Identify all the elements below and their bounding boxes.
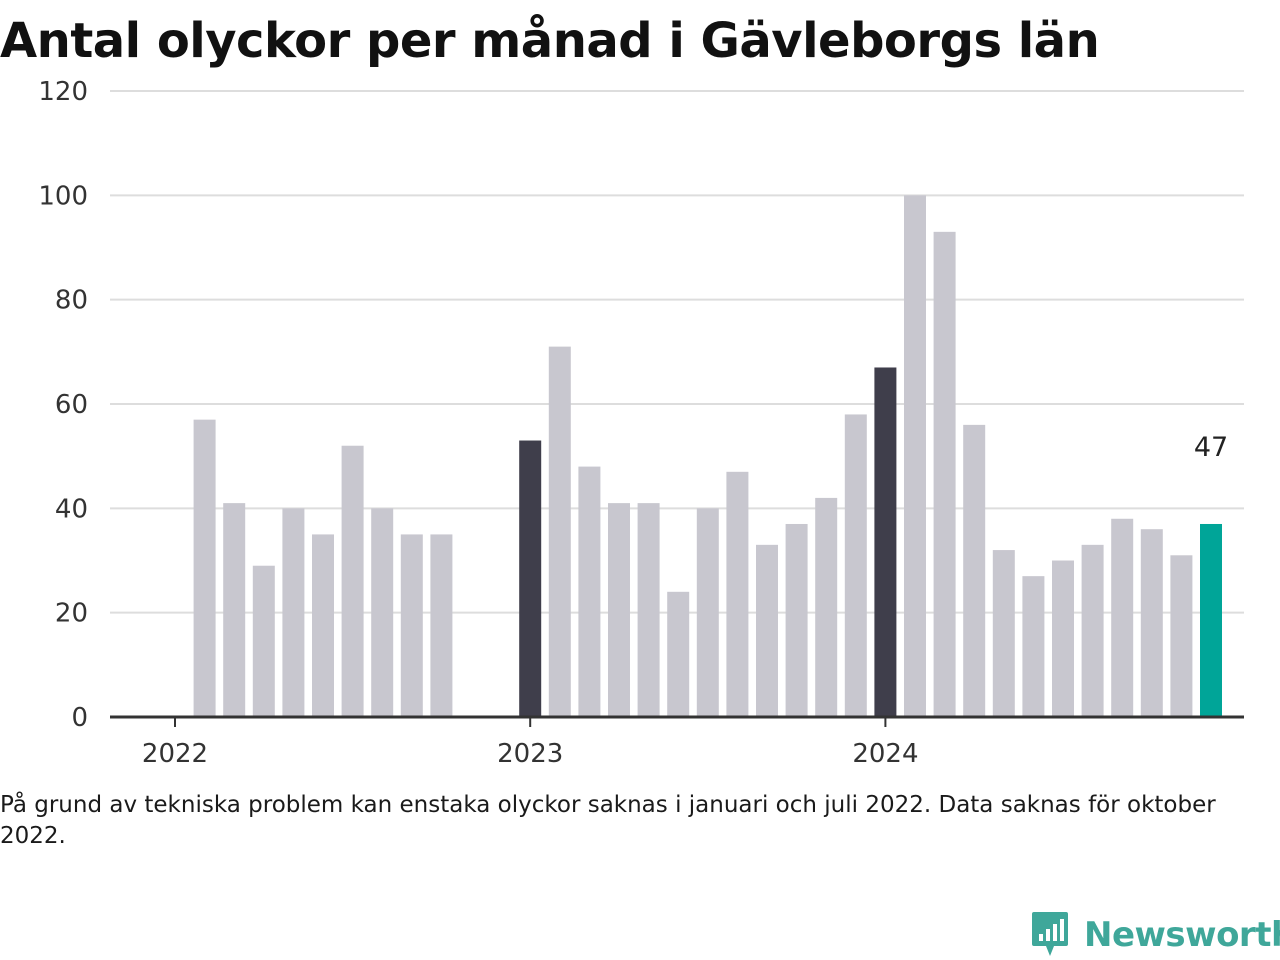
gridlines [110, 90, 1244, 614]
latest-value-label: 47 [1194, 432, 1228, 463]
chart-title: Antal olyckor per månad i Gävleborgs län [0, 13, 1100, 69]
bar-2023-09 [756, 544, 778, 717]
y-tick-label: 80 [55, 286, 88, 316]
bar-2023-01 [519, 440, 542, 717]
x-tick-label: 2022 [142, 739, 208, 769]
bar-2023-12 [844, 414, 867, 717]
bar-2023-03 [578, 466, 601, 717]
bar-2023-07 [696, 508, 719, 717]
bar-2022-10 [430, 534, 453, 717]
bar-2024-05 [992, 550, 1015, 717]
bar-2024-02 [904, 195, 926, 718]
x-tick-label: 2024 [852, 739, 918, 769]
y-tick-label: 100 [38, 181, 88, 211]
bar-2022-09 [400, 534, 423, 717]
bar-2024-10 [1140, 529, 1163, 717]
bar-2023-10 [785, 523, 808, 717]
y-axis-tick-labels: 0 20 40 60 80 100 120 [38, 77, 88, 733]
bar-2022-07 [341, 445, 364, 717]
y-tick-label: 40 [55, 494, 88, 524]
bar-2023-11 [815, 497, 838, 717]
bar-chart: 0 20 40 60 80 100 120 2022 2023 2024 47 [38, 77, 1244, 769]
bar-2024-04 [963, 424, 986, 717]
bar-2023-06 [667, 591, 690, 717]
bar-2024-06 [1022, 576, 1045, 717]
x-tick-label: 2023 [497, 739, 563, 769]
y-tick-label: 0 [71, 703, 88, 733]
bar-2022-05 [282, 508, 305, 717]
brand-name: Newsworthy [1084, 915, 1280, 955]
bar-2023-04 [608, 503, 630, 717]
x-axis-tick-labels: 2022 2023 2024 [142, 717, 918, 769]
bar-2024-01 [874, 367, 897, 717]
bar-2024-08 [1081, 544, 1104, 717]
y-tick-label: 20 [55, 599, 88, 629]
bar-2023-02 [548, 346, 571, 717]
bar-2023-08 [726, 471, 749, 717]
chart-footnote: På grund av tekniska problem kan enstaka… [0, 792, 1216, 849]
bar-2024-11 [1170, 555, 1193, 717]
bar-2022-08 [371, 508, 394, 717]
bar-2022-03 [223, 503, 246, 717]
bar-2023-05 [637, 503, 660, 717]
data-labels: 47 [1194, 432, 1228, 463]
newsworthy-logo: Newsworthy [1030, 910, 1280, 960]
bar-2022-02 [193, 419, 216, 717]
y-tick-label: 120 [38, 77, 88, 107]
bar-2024-09 [1111, 518, 1134, 717]
bar-2024-03 [933, 231, 956, 717]
bar-2022-06 [312, 534, 334, 717]
y-tick-label: 60 [55, 390, 88, 420]
bar-2024-12 [1200, 523, 1222, 717]
bar-2022-04 [252, 565, 275, 717]
bars [193, 195, 1222, 718]
newsworthy-logo-icon [1032, 912, 1068, 956]
bar-2024-07 [1052, 560, 1074, 717]
